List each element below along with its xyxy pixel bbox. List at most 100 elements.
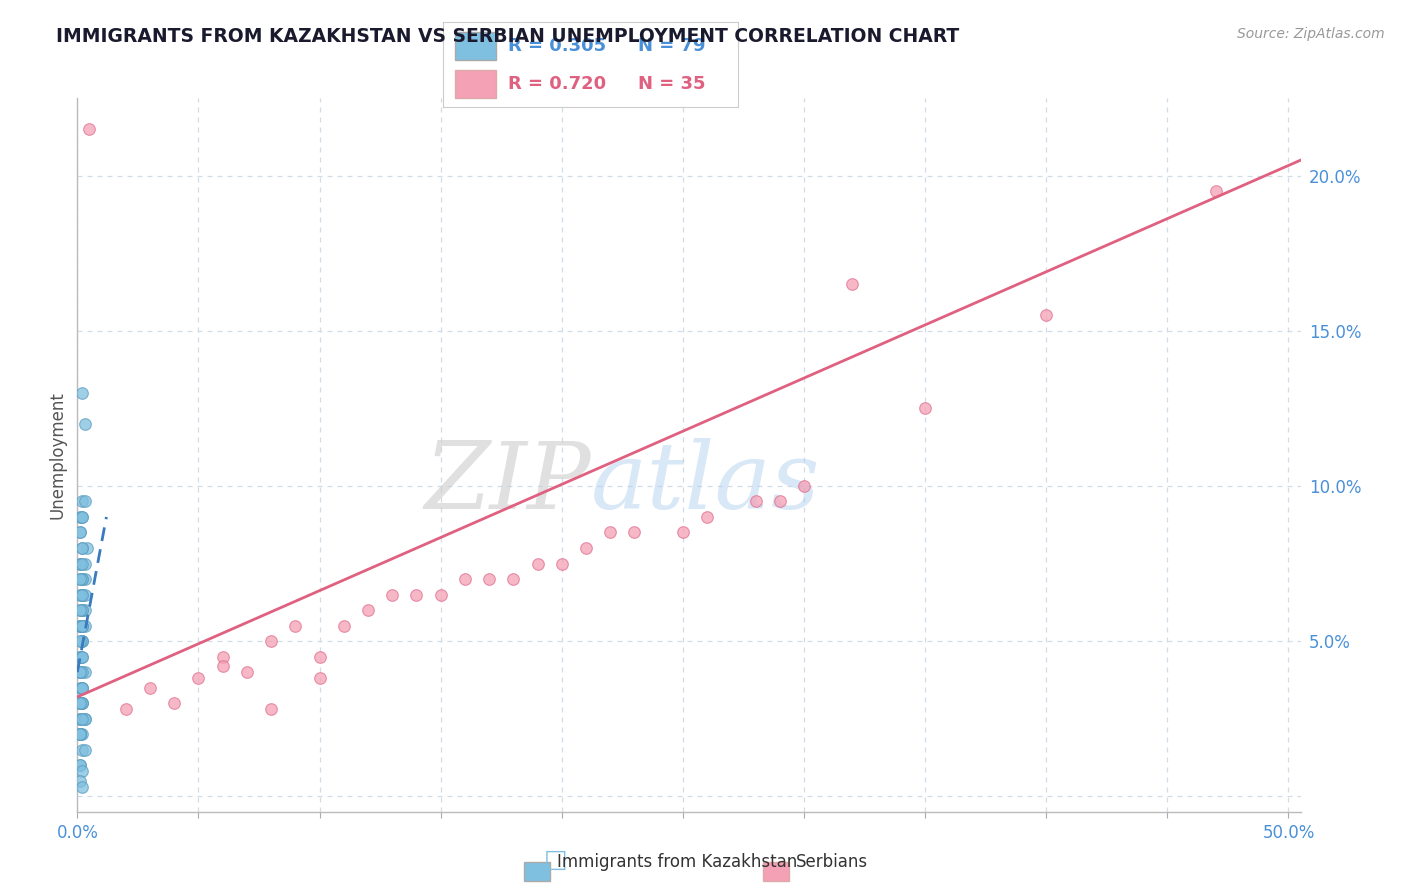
Point (478, 572, 501, 586)
Point (69, 773, 91, 788)
Point (623, 525, 645, 540)
Point (70, 572, 93, 586)
Point (284, 618, 307, 632)
Text: IMMIGRANTS FROM KAZAKHSTAN VS SERBIAN UNEMPLOYMENT CORRELATION CHART: IMMIGRANTS FROM KAZAKHSTAN VS SERBIAN UN… (56, 27, 959, 45)
Point (69, 727, 91, 741)
Point (599, 525, 621, 540)
Point (1035, 308, 1057, 322)
Point (69, 727, 91, 741)
Point (69, 712, 91, 726)
Y-axis label: Unemployment: Unemployment (48, 391, 66, 519)
Point (70, 618, 93, 632)
Point (70, 603, 93, 617)
Point (70, 541, 93, 555)
Point (73, 417, 96, 431)
Point (70, 681, 93, 695)
Point (914, 401, 936, 416)
Point (70, 618, 93, 632)
Point (70, 634, 93, 648)
Point (69, 588, 91, 602)
Point (70, 618, 93, 632)
Text: N = 35: N = 35 (638, 75, 706, 93)
Point (79, 122, 101, 136)
Point (70, 588, 93, 602)
Point (114, 702, 136, 716)
Point (70, 541, 93, 555)
Point (70, 494, 93, 508)
Point (69, 727, 91, 741)
Point (841, 277, 863, 292)
Point (70, 588, 93, 602)
Point (308, 649, 330, 664)
Point (70, 649, 93, 664)
Point (76, 541, 98, 555)
Point (69, 525, 91, 540)
Point (70, 572, 93, 586)
Point (163, 696, 186, 710)
Point (73, 557, 96, 571)
Point (69, 525, 91, 540)
Text: Serbians: Serbians (796, 854, 868, 871)
Point (70, 385, 93, 400)
Point (69, 618, 91, 632)
Point (139, 681, 162, 695)
Point (69, 712, 91, 726)
Point (69, 665, 91, 679)
Point (70, 696, 93, 710)
Point (70, 681, 93, 695)
Point (744, 494, 766, 508)
Text: Source: ZipAtlas.com: Source: ZipAtlas.com (1237, 27, 1385, 41)
Point (70, 780, 93, 794)
Point (70, 727, 93, 741)
Point (211, 649, 233, 664)
Point (73, 618, 96, 632)
Point (69, 758, 91, 772)
Point (260, 702, 283, 716)
Point (333, 618, 356, 632)
Point (73, 603, 96, 617)
Point (69, 510, 91, 524)
Text: R = 0.720: R = 0.720 (508, 75, 606, 93)
Point (69, 603, 91, 617)
Point (70, 510, 93, 524)
Point (308, 671, 330, 685)
Point (70, 712, 93, 726)
Point (429, 588, 451, 602)
Point (211, 659, 233, 673)
Point (502, 572, 524, 586)
Text: Immigrants from Kazakhstan: Immigrants from Kazakhstan (557, 854, 797, 871)
Point (696, 510, 718, 524)
Point (69, 665, 91, 679)
Point (70, 696, 93, 710)
Point (70, 764, 93, 779)
Point (793, 479, 815, 493)
Point (69, 649, 91, 664)
Point (70, 649, 93, 664)
Point (69, 696, 91, 710)
Point (69, 572, 91, 586)
Point (73, 572, 96, 586)
Point (69, 557, 91, 571)
Point (69, 696, 91, 710)
Point (70, 696, 93, 710)
Point (454, 572, 477, 586)
Point (69, 696, 91, 710)
Point (69, 696, 91, 710)
FancyBboxPatch shape (454, 31, 496, 60)
Point (69, 603, 91, 617)
Point (236, 665, 259, 679)
Point (70, 634, 93, 648)
Point (73, 588, 96, 602)
Point (70, 742, 93, 756)
Text: R = 0.305: R = 0.305 (508, 37, 606, 54)
Point (70, 634, 93, 648)
Point (73, 712, 96, 726)
Point (70, 510, 93, 524)
Point (69, 727, 91, 741)
FancyBboxPatch shape (454, 70, 496, 98)
Point (575, 541, 598, 555)
Point (69, 665, 91, 679)
Point (69, 649, 91, 664)
Text: □: □ (544, 848, 567, 872)
Point (69, 634, 91, 648)
